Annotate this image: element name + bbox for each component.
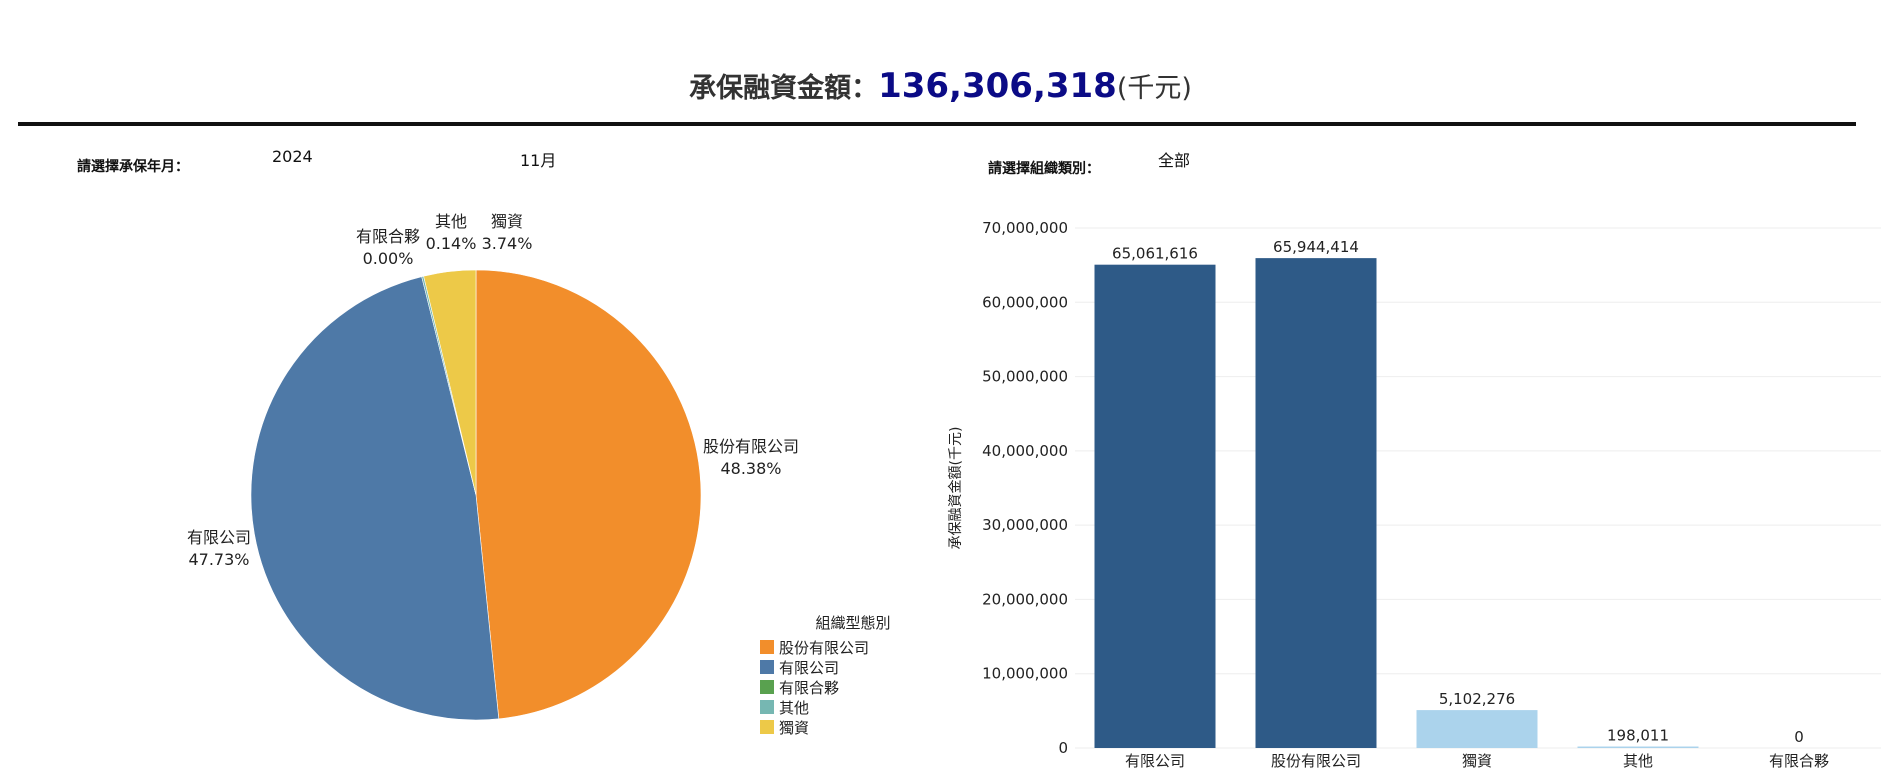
org-type-select[interactable]: 全部 [1158, 151, 1191, 170]
pie-label-percent: 0.14% [426, 234, 477, 253]
year-select[interactable]: 2024 [272, 147, 313, 166]
pie-label-percent: 48.38% [720, 459, 781, 478]
bar [1577, 746, 1699, 748]
y-tick-label: 20,000,000 [982, 590, 1068, 608]
pie-slice-2 [250, 276, 500, 721]
legend-swatch [760, 720, 774, 734]
title-label: 承保融資金額： [689, 73, 879, 104]
legend-item: 股份有限公司 [779, 639, 869, 657]
legend-title: 組織型態別 [815, 614, 890, 632]
pie-label-name: 獨資 [491, 212, 523, 231]
total-amount: 136,306,318 [878, 66, 1117, 106]
legend-swatch [760, 640, 774, 654]
bar [1416, 710, 1538, 748]
pie-label-name: 其他 [435, 212, 467, 231]
pie-slice-5 [423, 269, 477, 496]
legend-item: 其他 [779, 699, 809, 717]
bar-chart: 0 10,000,000 20,000,000 30,000,000 40,000,00… [948, 219, 1881, 770]
bar-value-label: 5,102,276 [1439, 690, 1515, 708]
x-tick-label: 有限合夥 [1769, 752, 1829, 770]
y-tick-label: 0 [1058, 739, 1068, 757]
pie-slice-1 [475, 269, 702, 720]
y-tick-label: 50,000,000 [982, 368, 1068, 386]
y-tick-label: 40,000,000 [982, 442, 1068, 460]
y-tick-label: 70,000,000 [982, 219, 1068, 237]
pie-label-percent: 47.73% [188, 550, 249, 569]
x-tick-label: 有限公司 [1125, 752, 1185, 770]
legend-swatch [760, 680, 774, 694]
pie-label-name: 股份有限公司 [703, 437, 799, 456]
pie-label-percent: 0.00% [363, 249, 414, 268]
bar [1255, 258, 1377, 748]
bar-value-label: 65,061,616 [1112, 245, 1198, 263]
legend-item: 有限合夥 [779, 679, 839, 697]
bar [1094, 264, 1216, 748]
bar-value-label: 0 [1794, 728, 1804, 746]
x-tick-label: 其他 [1623, 752, 1653, 770]
y-tick-label: 10,000,000 [982, 665, 1068, 683]
page-title: 承保融資金額：136,306,318(千元) [0, 66, 1881, 106]
month-select[interactable]: 11月 [520, 151, 557, 170]
x-tick-label: 獨資 [1462, 752, 1492, 770]
legend-item: 獨資 [779, 719, 809, 737]
pie-label-name: 有限公司 [187, 528, 251, 547]
amount-unit: (千元) [1116, 73, 1192, 104]
period-filter-label: 請選擇承保年月： [77, 159, 189, 175]
bar-value-label: 65,944,414 [1273, 238, 1359, 256]
header-divider [18, 122, 1856, 126]
org-filter-label: 請選擇組織類別： [988, 161, 1100, 177]
bar-value-label: 198,011 [1607, 727, 1669, 745]
y-tick-label: 60,000,000 [982, 293, 1068, 311]
x-tick-label: 股份有限公司 [1271, 752, 1361, 770]
legend-swatch [760, 700, 774, 714]
legend-swatch [760, 660, 774, 674]
pie-label-percent: 3.74% [482, 234, 533, 253]
pie-chart: 股份有限公司 48.38% 有限公司 47.73% 有限合夥 0.00% 其他 0.14% 獨資… [187, 212, 891, 737]
y-axis-label: 承保融資金額(千元) [948, 427, 964, 550]
legend-item: 有限公司 [779, 659, 839, 677]
y-tick-label: 30,000,000 [982, 516, 1068, 534]
pie-label-name: 有限合夥 [356, 227, 420, 246]
